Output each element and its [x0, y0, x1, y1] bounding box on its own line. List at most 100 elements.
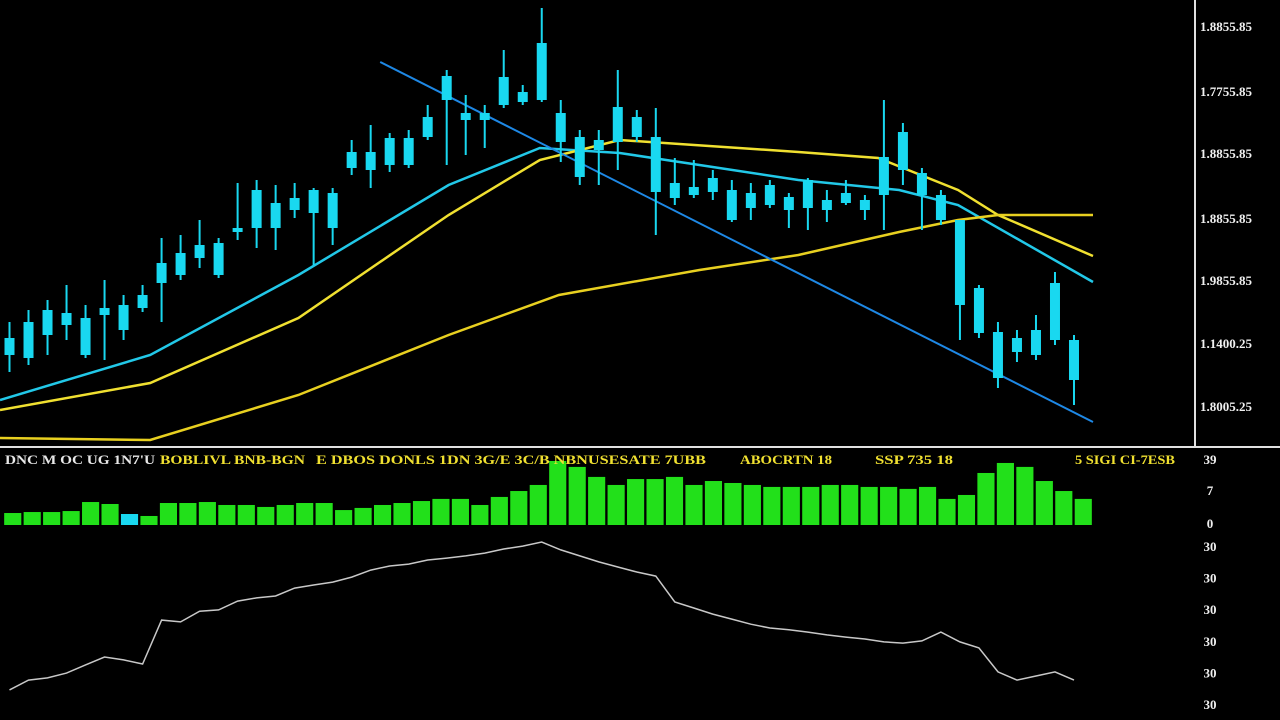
volume-bar [841, 484, 859, 525]
volume-bar [763, 486, 781, 525]
volume-bar [938, 498, 956, 525]
y-tick-label: 30 [1204, 665, 1217, 680]
volume-bar [451, 498, 469, 525]
volume-bar [218, 504, 236, 525]
candle-body [954, 220, 965, 305]
volume-bar [179, 503, 197, 525]
volume-bar [743, 484, 761, 525]
candle-body [840, 193, 851, 203]
candle-body [555, 113, 566, 142]
candle-body [460, 113, 471, 120]
volume-bar [276, 504, 294, 525]
volume-bar [159, 503, 178, 525]
volume-bar [568, 466, 586, 525]
volume-bar [4, 513, 22, 525]
indicator-label: ABOCRTN 18 [740, 452, 833, 467]
volume-bar [510, 491, 528, 525]
y-tick-label: 30 [1204, 571, 1217, 586]
volume-bar [490, 496, 508, 525]
candle-body [289, 198, 300, 210]
candle-body [99, 308, 110, 315]
candle-body [726, 190, 737, 220]
candle-body [365, 152, 376, 170]
candle-body [897, 132, 908, 170]
candle-body [422, 117, 433, 137]
candle-body [4, 338, 15, 355]
volume-bar [140, 515, 158, 525]
volume-bar [549, 460, 567, 525]
volume-bar [627, 479, 645, 525]
candle-body [61, 313, 72, 325]
trend-line [379, 61, 1094, 423]
candle-body [745, 193, 756, 208]
volume-bar [335, 510, 353, 525]
volume-bar [1074, 498, 1092, 525]
volume-bar [393, 503, 411, 525]
candle-body [612, 107, 623, 142]
oscillator-line [9, 541, 1075, 691]
indicator-label: BOBLIVL BNB-BGN [160, 452, 306, 467]
candle-body [650, 137, 661, 192]
volume-bar [665, 476, 684, 525]
volume-bar [588, 476, 606, 525]
candle-body [441, 76, 452, 100]
volume-bar [237, 504, 255, 525]
volume-bar [354, 507, 372, 525]
volume-bar [62, 511, 80, 525]
volume-bar [821, 484, 839, 525]
volume-bar [918, 486, 937, 525]
candle-body [878, 157, 889, 195]
candle-body [973, 288, 984, 333]
candle-body [992, 332, 1003, 378]
candle-body [23, 322, 34, 358]
volume-bar [1035, 481, 1053, 525]
candle-body [498, 77, 509, 105]
candle-body [270, 203, 281, 228]
indicator-label: DNC M OC UG 1N7'U [5, 452, 156, 467]
volume-bar [646, 479, 664, 525]
volume-bar [82, 502, 100, 525]
indicator-label: 5 SIGI CI-7ESB [1075, 452, 1175, 467]
volume-bar [296, 503, 314, 525]
candle-body [118, 305, 129, 330]
candle-body [156, 263, 167, 283]
y-tick-label: 1.9855.85 [1200, 273, 1253, 288]
y-tick-label: 1.8855.85 [1200, 19, 1253, 34]
volume-bar [704, 481, 723, 525]
candle-body [802, 180, 813, 208]
candle-body [384, 138, 395, 165]
volume-bar [860, 486, 878, 525]
y-tick-label: 39 [1204, 452, 1218, 467]
candle-body [517, 92, 528, 102]
volume-bar [1055, 491, 1073, 525]
candle-body [688, 187, 699, 195]
volume-bar [432, 498, 450, 525]
candle-body [916, 173, 927, 195]
candle-body [308, 190, 319, 213]
y-tick-label: 1.8005.25 [1200, 399, 1253, 414]
candle-body [1030, 330, 1041, 355]
y-tick-label: 30 [1204, 634, 1217, 649]
candle-body [346, 152, 357, 168]
y-tick-label: 1.1400.25 [1200, 336, 1253, 351]
candle-body [669, 183, 680, 198]
candle-body [42, 310, 53, 335]
candle-body [327, 193, 338, 228]
candle-body [1049, 283, 1060, 340]
candle-body [403, 138, 414, 165]
y-tick-label: 1.7755.85 [1200, 84, 1253, 99]
indicator-label: SSP 735 18 [875, 452, 954, 467]
candle-body [194, 245, 205, 258]
candle-body [232, 228, 243, 232]
candle-body [821, 200, 832, 210]
candle-body [175, 253, 186, 275]
y-tick-label: 0 [1207, 516, 1214, 531]
candle-body [1068, 340, 1079, 380]
volume-bar [198, 502, 216, 525]
candle-body [80, 318, 91, 355]
candle-body [707, 178, 718, 192]
volume-bar [880, 486, 898, 525]
